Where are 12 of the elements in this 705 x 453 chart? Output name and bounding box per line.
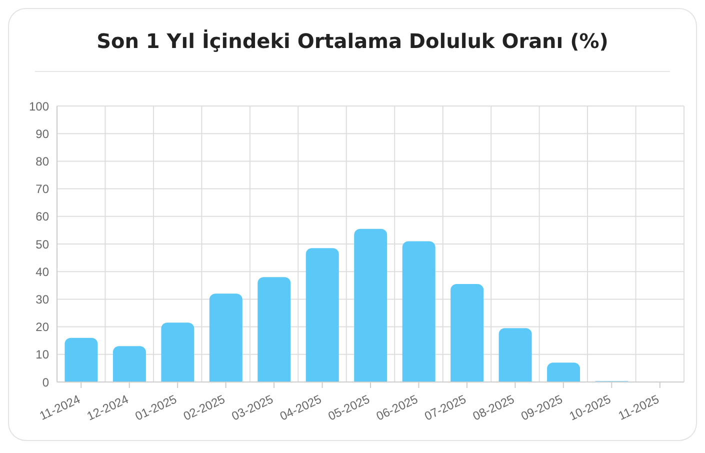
y-tick-label: 70 xyxy=(36,182,50,196)
y-tick-label: 20 xyxy=(36,320,50,334)
y-tick-label: 60 xyxy=(36,210,50,224)
y-tick-label: 100 xyxy=(28,99,50,114)
y-tick-label: 90 xyxy=(36,126,50,141)
y-tick-label: 50 xyxy=(36,237,50,252)
y-tick-label: 40 xyxy=(36,264,50,279)
chart-title: Son 1 Yıl İçindeki Ortalama Doluluk Oranı (%) xyxy=(96,28,610,55)
y-tick-label: 0 xyxy=(42,375,50,390)
y-tick-label: 10 xyxy=(36,348,50,362)
y-tick-label: 30 xyxy=(36,292,50,306)
y-tick-label: 80 xyxy=(36,154,50,168)
